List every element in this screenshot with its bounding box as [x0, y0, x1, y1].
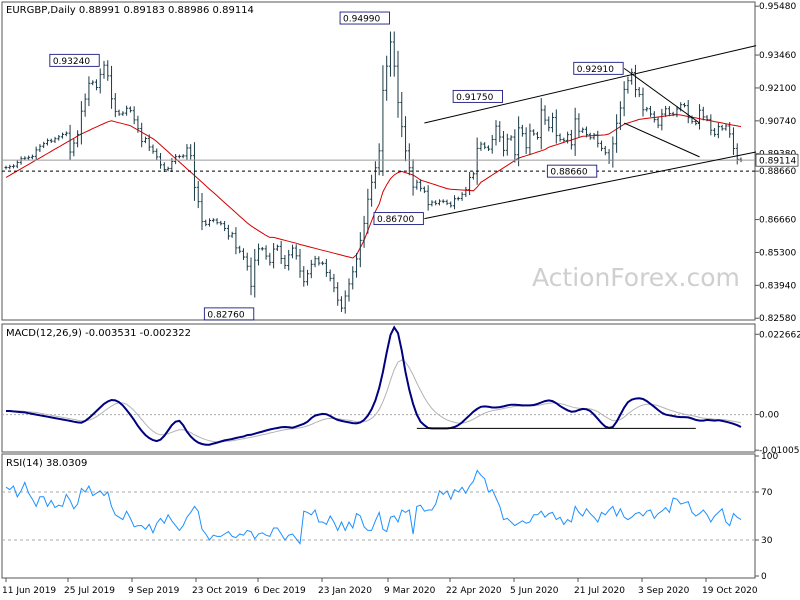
price-annotation-box: [203, 307, 255, 321]
trend-line: [623, 122, 700, 158]
x-axis-label: 9 Sep 2019: [128, 586, 180, 596]
macd-axis-label: 0.00: [759, 411, 779, 421]
x-axis-label: 22 Apr 2020: [446, 586, 502, 596]
price-annotation-box: [373, 212, 424, 226]
price-panel-title: EURGBP,Daily 0.88991 0.89183 0.88986 0.8…: [6, 5, 254, 16]
price-annotation-box: [49, 53, 100, 67]
price-axis-label: 0.88660: [759, 167, 796, 177]
macd-panel-title: MACD(12,26,9) -0.003531 -0.002322: [6, 328, 191, 339]
price-annotation-label: 0.94990: [343, 15, 380, 25]
price-annotation-label: 0.92910: [577, 65, 614, 75]
price-annotation-box: [573, 61, 624, 75]
price-axis-label: 0.95480: [759, 2, 796, 12]
x-axis-label: 11 Jun 2019: [2, 586, 56, 596]
rsi-axis-label: 70: [761, 488, 773, 498]
price-annotation-box: [546, 164, 598, 178]
trend-line: [424, 45, 757, 124]
price-annotation-box: [452, 89, 503, 103]
rsi-axis-label: 30: [761, 536, 773, 546]
price-panel: [1, 1, 756, 321]
current-price-box: [755, 153, 799, 167]
price-annotation-label: 0.86700: [377, 215, 414, 225]
price-axis-label: 0.86660: [759, 216, 796, 226]
rsi-axis-label: 0: [761, 572, 767, 582]
macd-axis-label: 0.022662: [759, 330, 800, 340]
x-axis-label: 9 Mar 2020: [384, 586, 436, 596]
rsi-panel: [1, 453, 756, 579]
rsi-panel-title: RSI(14) 38.0309: [6, 458, 87, 469]
x-axis-label: 5 Jun 2020: [510, 586, 559, 596]
rsi-line: [5, 469, 742, 545]
price-annotation-box: [339, 11, 390, 25]
price-axis-label: 0.82580: [759, 314, 796, 324]
price-annotation-label: 0.88660: [550, 168, 587, 178]
trend-line: [623, 67, 700, 124]
price-annotation-label: 0.91750: [456, 93, 493, 103]
moving-average-line: [5, 114, 742, 259]
macd-line: [6, 325, 742, 446]
x-axis-label: 25 Jul 2019: [64, 586, 115, 596]
macd-axis-label: -0.010052: [759, 446, 800, 456]
trend-line: [424, 151, 757, 220]
x-axis-label: 3 Sep 2020: [638, 586, 690, 596]
price-axis-label: 0.93460: [759, 51, 796, 61]
price-axis-label: 0.83940: [759, 281, 796, 291]
x-axis-label: 21 Jul 2020: [574, 586, 625, 596]
x-axis-label: 23 Jan 2020: [318, 586, 372, 596]
x-axis-label: 23 Oct 2019: [192, 586, 248, 596]
price-axis-label: 0.85300: [759, 248, 796, 258]
x-axis-label: 6 Dec 2019: [254, 586, 306, 596]
price-axis-label: 0.90740: [759, 117, 796, 127]
current-price-label: 0.89114: [759, 157, 796, 167]
price-axis-label: 0.92100: [759, 84, 796, 94]
rsi-axis-label: 100: [761, 452, 778, 462]
price-annotation-label: 0.93240: [53, 57, 90, 67]
price-annotation-label: 0.82760: [207, 310, 244, 320]
watermark: ActionForex.com: [532, 263, 740, 292]
x-axis-label: 19 Oct 2020: [702, 586, 758, 596]
